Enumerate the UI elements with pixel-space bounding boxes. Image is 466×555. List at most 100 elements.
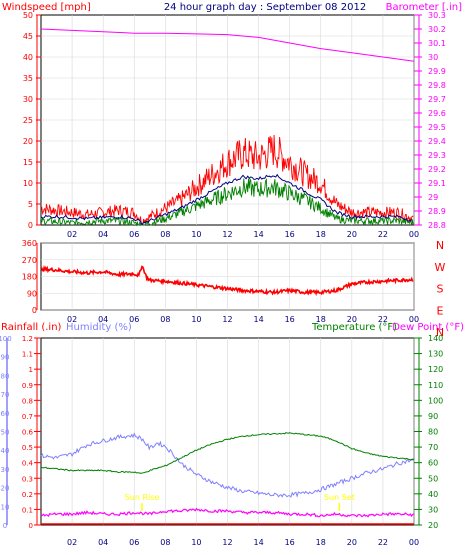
direction-x-tick-label: 12 (222, 315, 232, 324)
humidity-axis-label: Humidity (%) (66, 322, 132, 333)
compass-label: S (437, 283, 444, 296)
humidity-tick-label: 100 (0, 335, 12, 343)
bottom-x-tick-label: 22 (378, 538, 388, 547)
wind-low-line (40, 177, 414, 227)
chart-title: 24 hour graph day : September 08 2012 (164, 2, 366, 13)
windspeed-tick-label: 25 (23, 116, 33, 125)
humidity-tick-label: 40 (1, 447, 10, 455)
direction-x-tick-label: 02 (67, 315, 77, 324)
barometer-tick-label: 30.2 (428, 25, 446, 34)
barometer-tick-label: 29.5 (428, 123, 446, 132)
barometer-tick-label: 29 (428, 193, 438, 202)
sunrise-label: Sun Rise (125, 493, 160, 502)
rainfall-axis-label: Rainfall (.in) (1, 322, 62, 333)
bottom-x-tick-label: 02 (67, 538, 77, 547)
humidity-tick-label: 60 (1, 410, 10, 418)
humidity-tick-label: 30 (1, 466, 10, 474)
rainfall-tick-label: 0.8 (22, 397, 33, 405)
top-x-tick-label: 04 (98, 230, 108, 239)
windspeed-tick-label: 35 (23, 74, 33, 83)
barometer-tick-label: 30.3 (428, 11, 446, 20)
top-x-tick-label: 08 (160, 230, 170, 239)
humidity-temperature-panel: 010203040506070809010000.10.20.30.40.50.… (0, 334, 443, 547)
wind-barometer-panel: 0 5 10 15 20 25 30 35 40 45 50 28.8 28.9 29 29.1 29.2 29… (23, 11, 446, 239)
top-x-tick-label: 02 (67, 230, 77, 239)
compass-label: N (436, 326, 444, 339)
windspeed-tick-label: 45 (23, 32, 33, 41)
rainfall-tick-label: 0.3 (22, 475, 33, 483)
direction-x-tick-label: 20 (347, 315, 357, 324)
rainfall-tick-label: 1 (29, 366, 33, 374)
direction-x-tick-label: 18 (316, 315, 326, 324)
rainfall-tick-label: 0.2 (22, 491, 33, 499)
bottom-x-tick-label: 08 (160, 538, 170, 547)
barometer-tick-label: 29.1 (428, 179, 446, 188)
temperature-tick-label: 30 (428, 505, 438, 514)
humidity-tick-label: 20 (1, 485, 10, 493)
barometer-axis-label: Barometer [.in] (386, 2, 462, 13)
direction-tick-label: 360 (22, 239, 37, 248)
direction-x-tick-label: 08 (160, 315, 170, 324)
top-x-tick-label: 20 (347, 230, 357, 239)
top-x-tick-label: 12 (222, 230, 232, 239)
rainfall-tick-label: 0.1 (22, 506, 33, 514)
windspeed-tick-label: 15 (23, 158, 33, 167)
bottom-x-tick-label: 20 (347, 538, 357, 547)
rainfall-tick-label: 0.5 (22, 444, 33, 452)
bottom-x-tick-label: 18 (316, 538, 326, 547)
barometer-tick-label: 29.8 (428, 81, 446, 90)
humidity-tick-label: 50 (1, 429, 10, 437)
bottom-x-tick-label: 06 (129, 538, 139, 547)
top-x-tick-label: 10 (191, 230, 201, 239)
rainfall-tick-label: 1.1 (22, 351, 33, 359)
barometer-tick-label: 29.9 (428, 67, 446, 76)
temperature-tick-label: 40 (428, 490, 438, 499)
direction-x-tick-label: 14 (253, 315, 263, 324)
top-x-tick-label: 18 (316, 230, 326, 239)
windspeed-axis-label: Windspeed [mph] (2, 2, 91, 13)
temperature-tick-label: 140 (428, 334, 443, 343)
top-x-tick-label: 16 (285, 230, 295, 239)
direction-tick-label: 180 (22, 273, 37, 282)
barometer-tick-label: 29.4 (428, 137, 446, 146)
wind-direction-line (40, 264, 414, 297)
humidity-tick-label: 90 (1, 354, 10, 362)
temperature-tick-label: 90 (428, 412, 438, 421)
humidity-tick-label: 0 (3, 522, 7, 530)
temperature-line (40, 432, 415, 474)
top-x-tick-label: 22 (378, 230, 388, 239)
direction-x-tick-label: 22 (378, 315, 388, 324)
wind-gust-line (40, 134, 414, 226)
dewpoint-axis-label: Dew Point (°F) (392, 322, 464, 333)
barometer-tick-label: 29.7 (428, 95, 446, 104)
direction-tick-label: 0 (32, 306, 37, 315)
barometer-tick-label: 30.1 (428, 39, 446, 48)
temperature-tick-label: 60 (428, 459, 438, 468)
barometer-tick-label: 29.3 (428, 151, 446, 160)
barometer-tick-label: 28.9 (428, 207, 446, 216)
temperature-tick-label: 20 (428, 521, 438, 530)
barometer-tick-label: 29.6 (428, 109, 446, 118)
top-x-tick-label: 06 (129, 230, 139, 239)
humidity-tick-label: 80 (1, 372, 10, 380)
bottom-x-tick-label: 12 (222, 538, 232, 547)
temperature-tick-label: 130 (428, 350, 443, 359)
humidity-tick-label: 10 (1, 503, 10, 511)
barometer-tick-label: 29.2 (428, 165, 446, 174)
direction-x-tick-label: 04 (98, 315, 108, 324)
rainfall-tick-label: 0.4 (22, 460, 34, 468)
humidity-tick-label: 70 (1, 391, 10, 399)
windspeed-tick-label: 5 (28, 200, 33, 209)
sunset-label: Sun Set (324, 493, 355, 502)
bottom-x-tick-label: 00 (409, 538, 419, 547)
rainfall-tick-label: 0.6 (22, 429, 34, 437)
barometer-tick-label: 30 (428, 53, 438, 62)
windspeed-tick-label: 30 (23, 95, 33, 104)
compass-label: N (436, 239, 444, 252)
bottom-x-tick-label: 04 (98, 538, 108, 547)
temperature-tick-label: 70 (428, 443, 438, 452)
wind-average-line (40, 173, 413, 226)
temperature-tick-label: 50 (428, 474, 438, 483)
